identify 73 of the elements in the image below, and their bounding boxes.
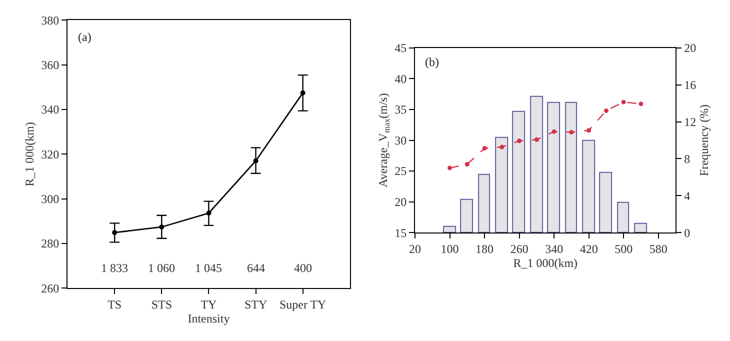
y2-tick-label: 12	[684, 114, 696, 129]
point	[112, 230, 118, 236]
annotation: (b)	[425, 55, 439, 69]
y2-tick-label: 4	[684, 188, 690, 203]
x-tick-label: 180	[476, 242, 494, 256]
annotation: 1 833	[101, 261, 128, 275]
y-tick-label: 360	[41, 58, 60, 72]
y-tick-label: 30	[394, 133, 407, 148]
annotation: (a)	[78, 30, 92, 44]
point	[552, 129, 556, 134]
x-axis-title: R_1 000(km)	[513, 256, 578, 270]
y-tick-label: 380	[41, 13, 60, 28]
bar	[547, 102, 560, 233]
y-axis-title: R_1 000(km)	[22, 122, 36, 186]
bar	[617, 202, 630, 233]
x-tick-label: 500	[614, 242, 633, 256]
y-tick-label: 45	[394, 41, 407, 56]
x-tick-label: Super TY	[279, 298, 327, 312]
x-axis-title: Intensity	[188, 312, 230, 326]
point	[586, 128, 592, 133]
y2-tick-label: 20	[684, 41, 696, 56]
x-tick-label: 420	[580, 242, 598, 256]
y-tick-label: 40	[394, 72, 407, 86]
bar	[634, 222, 648, 233]
point	[159, 224, 164, 230]
bar	[495, 136, 508, 233]
point	[482, 146, 487, 151]
point	[500, 144, 504, 150]
y-tick-label: 35	[394, 102, 407, 117]
x-tick-label: 260	[510, 242, 528, 256]
point	[206, 210, 212, 216]
y2-axis-title: Frequency (%)	[697, 104, 711, 176]
x-tick-label: STS	[151, 298, 172, 312]
point	[253, 158, 258, 164]
y-tick-label: 280	[41, 236, 60, 251]
bar	[530, 96, 544, 233]
y-tick-label: 25	[394, 164, 407, 178]
y2-tick-label: 16	[684, 78, 696, 92]
point	[464, 162, 470, 167]
annotation: 400	[294, 261, 312, 275]
x-tick-label: 340	[545, 242, 564, 256]
y-tick-label: 320	[41, 147, 60, 162]
y-tick-label: 15	[394, 226, 407, 240]
annotation: 644	[247, 261, 265, 275]
point	[534, 137, 539, 142]
point	[638, 102, 644, 106]
point	[604, 108, 608, 113]
point	[517, 138, 522, 144]
annotation: 1 045	[195, 261, 222, 275]
bar	[582, 140, 596, 233]
bar	[460, 198, 474, 233]
y2-tick-label: 0	[684, 226, 690, 240]
y-tick-label: 340	[41, 102, 60, 117]
y-tick-label: 260	[41, 281, 60, 296]
bar	[565, 102, 578, 233]
point	[569, 130, 574, 134]
point	[448, 166, 452, 170]
point	[621, 100, 626, 104]
x-tick-label: 100	[440, 242, 459, 256]
point	[300, 90, 306, 96]
x-tick-label: 580	[649, 242, 668, 256]
bar	[599, 172, 612, 233]
x-tick-label: STY	[244, 298, 268, 312]
y2-tick-label: 8	[684, 152, 690, 166]
x-tick-label: TY	[200, 298, 218, 312]
bar	[512, 110, 526, 233]
y-tick-label: 300	[41, 192, 60, 206]
bar	[443, 226, 456, 233]
y-tick-label: 20	[394, 195, 407, 210]
annotation: 1 060	[148, 261, 175, 275]
x-tick-label: TS	[108, 298, 122, 312]
x-tick-label: 20	[409, 242, 422, 256]
bar	[478, 174, 490, 233]
